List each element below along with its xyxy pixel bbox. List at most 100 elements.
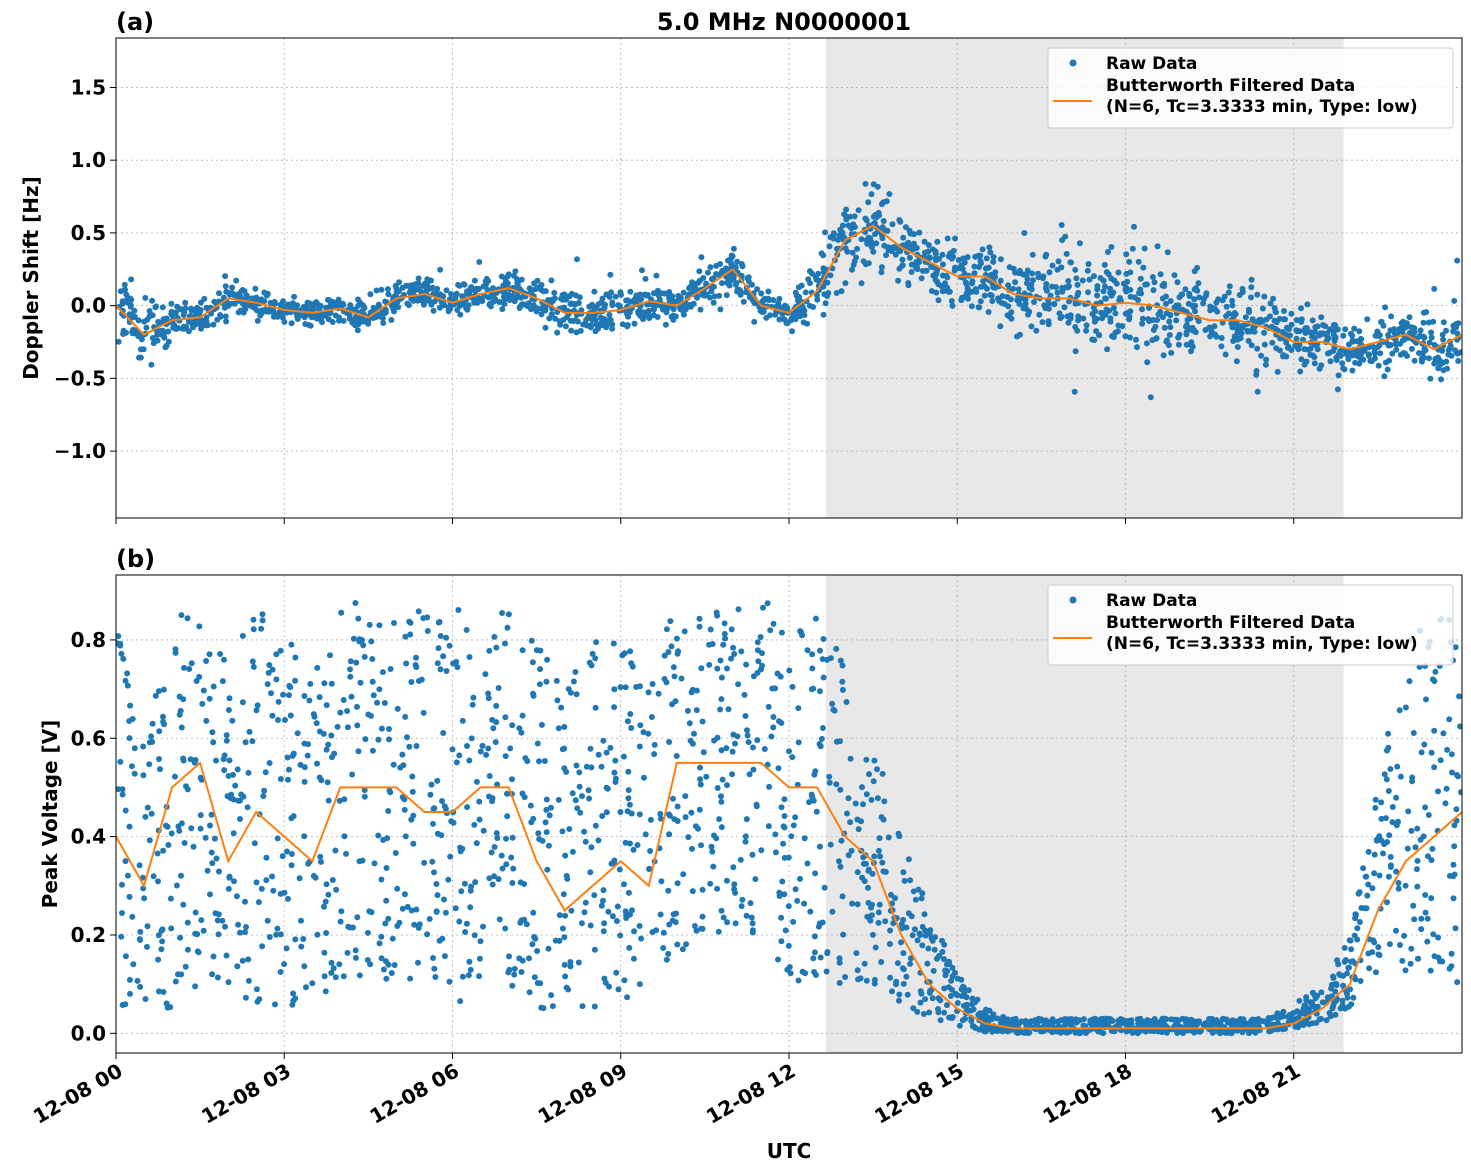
- raw-data-point: [696, 268, 703, 275]
- raw-data-point: [1335, 372, 1342, 379]
- raw-data-point: [878, 814, 885, 821]
- raw-data-point: [237, 816, 243, 822]
- raw-data-point: [338, 908, 345, 915]
- raw-data-point: [317, 302, 324, 309]
- raw-data-point: [780, 840, 787, 847]
- raw-data-point: [603, 749, 610, 756]
- raw-data-point: [340, 973, 347, 980]
- raw-data-point: [142, 813, 149, 820]
- raw-data-point: [155, 688, 162, 695]
- raw-data-point: [559, 828, 566, 835]
- raw-data-point: [1323, 1017, 1330, 1024]
- raw-data-point: [502, 640, 508, 647]
- raw-data-point: [511, 965, 518, 972]
- raw-data-point: [775, 765, 782, 772]
- y-tick-label: 1.5: [71, 75, 106, 99]
- raw-data-point: [666, 921, 673, 928]
- raw-data-point: [930, 967, 937, 974]
- raw-data-point: [216, 290, 222, 297]
- raw-data-point: [1124, 278, 1131, 285]
- raw-data-point: [235, 921, 242, 928]
- raw-data-point: [576, 783, 583, 790]
- raw-data-point: [714, 785, 721, 791]
- raw-data-point: [587, 922, 594, 929]
- raw-data-point: [896, 997, 902, 1004]
- raw-data-point: [197, 774, 204, 781]
- raw-data-point: [310, 872, 317, 879]
- raw-data-point: [413, 654, 419, 661]
- raw-data-point: [1164, 249, 1171, 256]
- raw-data-point: [582, 899, 589, 906]
- raw-data-point: [465, 972, 472, 979]
- raw-data-point: [159, 331, 166, 338]
- raw-data-point: [122, 858, 129, 865]
- raw-data-point: [710, 299, 717, 306]
- raw-data-point: [1375, 362, 1382, 369]
- raw-data-point: [800, 319, 807, 326]
- raw-data-point: [1075, 289, 1082, 296]
- raw-data-point: [154, 850, 161, 857]
- raw-data-point: [328, 680, 335, 687]
- raw-data-point: [1087, 1017, 1094, 1024]
- raw-data-point: [257, 312, 264, 319]
- raw-data-point: [410, 840, 417, 847]
- raw-data-point: [617, 809, 624, 815]
- legend-entry: Raw Data: [1106, 54, 1197, 74]
- raw-data-point: [920, 1011, 927, 1017]
- raw-data-point: [263, 854, 270, 861]
- raw-data-point: [1028, 323, 1035, 330]
- raw-data-point: [1389, 350, 1396, 357]
- raw-data-point: [535, 830, 542, 837]
- raw-data-point: [673, 635, 680, 642]
- raw-data-point: [367, 291, 374, 298]
- y-axis-label-b: Peak Voltage [V]: [38, 720, 62, 909]
- raw-data-point: [926, 255, 933, 261]
- raw-data-point: [198, 917, 205, 924]
- raw-data-point: [118, 650, 125, 657]
- raw-data-point: [663, 679, 670, 686]
- raw-data-point: [245, 769, 252, 776]
- raw-data-point: [440, 730, 447, 736]
- raw-data-point: [836, 232, 843, 239]
- raw-data-point: [431, 869, 437, 876]
- raw-data-point: [759, 662, 765, 669]
- raw-data-point: [555, 796, 562, 803]
- raw-data-point: [1349, 367, 1356, 374]
- raw-data-point: [192, 983, 199, 990]
- raw-data-point: [426, 298, 433, 304]
- raw-data-point: [528, 287, 534, 294]
- raw-data-point: [718, 824, 725, 831]
- raw-data-point: [612, 293, 619, 300]
- raw-data-point: [447, 853, 454, 860]
- raw-data-point: [1039, 319, 1046, 326]
- raw-data-point: [698, 925, 705, 932]
- raw-data-point: [617, 932, 624, 939]
- raw-data-point: [1175, 341, 1182, 348]
- raw-data-point: [1442, 800, 1449, 807]
- raw-data-point: [1285, 326, 1292, 333]
- raw-data-point: [627, 288, 634, 295]
- raw-data-point: [1348, 350, 1355, 357]
- raw-data-point: [839, 678, 846, 685]
- raw-data-point: [665, 887, 672, 894]
- raw-data-point: [385, 915, 392, 922]
- raw-data-point: [1387, 342, 1394, 348]
- raw-data-point: [881, 242, 888, 249]
- raw-data-point: [449, 746, 456, 753]
- raw-data-point: [997, 256, 1004, 263]
- raw-data-point: [1103, 295, 1109, 302]
- raw-data-point: [476, 973, 483, 980]
- raw-data-point: [1181, 1016, 1187, 1023]
- raw-data-point: [155, 988, 162, 995]
- raw-data-point: [1282, 1025, 1288, 1032]
- raw-data-point: [985, 264, 992, 271]
- raw-data-point: [1408, 945, 1415, 952]
- raw-data-point: [1147, 394, 1154, 401]
- raw-data-point: [519, 712, 526, 719]
- raw-data-point: [384, 835, 391, 842]
- raw-data-point: [242, 994, 249, 1001]
- raw-data-point: [693, 927, 700, 934]
- raw-data-point: [261, 787, 268, 794]
- raw-data-point: [307, 680, 314, 687]
- raw-data-point: [495, 876, 502, 883]
